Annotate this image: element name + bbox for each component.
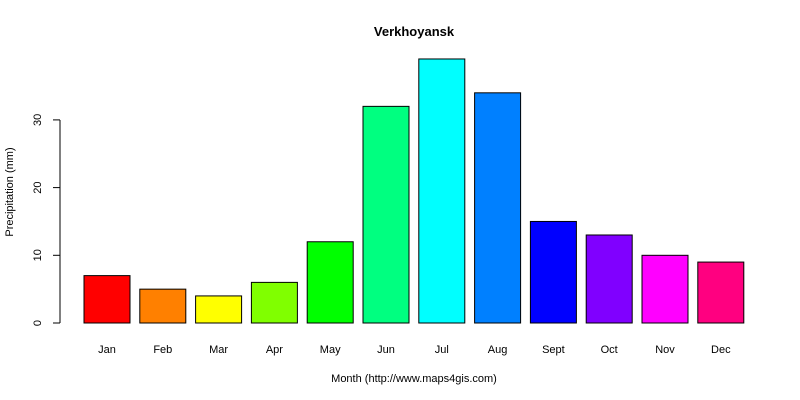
y-tick-label: 20: [32, 181, 44, 193]
bar-jan: [83, 275, 131, 324]
bar-sept: [529, 220, 577, 324]
x-tick-label: Jul: [435, 344, 449, 356]
x-axis-label: Month (http://www.maps4gis.com): [331, 373, 497, 385]
bar-dec: [697, 261, 745, 324]
x-axis-tick-labels: Jan Feb Mar Apr May Jun Jul Aug Sept Oct Nov Dec: [98, 344, 731, 356]
bar-aug: [474, 92, 522, 324]
bar-may: [306, 241, 354, 324]
y-axis-label: Precipitation (mm): [4, 147, 16, 236]
bars: [83, 58, 745, 324]
x-tick-label: May: [320, 344, 341, 356]
x-tick-label: Jan: [98, 344, 116, 356]
x-tick-label: Feb: [153, 344, 172, 356]
x-tick-label: Nov: [655, 344, 675, 356]
y-axis-ticks: 0 10 20 30: [32, 114, 60, 326]
x-tick-label: Jun: [377, 344, 395, 356]
chart-title: Verkhoyansk: [374, 24, 455, 39]
x-tick-label: Mar: [209, 344, 228, 356]
bar-nov: [641, 254, 689, 324]
bar-feb: [139, 288, 187, 324]
bar-apr: [250, 281, 298, 324]
bar-jun: [362, 105, 410, 324]
x-tick-label: Oct: [601, 344, 618, 356]
x-tick-label: Aug: [488, 344, 508, 356]
y-tick-label: 30: [32, 114, 44, 126]
bar-oct: [585, 234, 633, 324]
y-tick-label: 10: [32, 249, 44, 261]
bar-jul: [418, 58, 466, 324]
x-tick-label: Apr: [266, 344, 283, 356]
x-tick-label: Sept: [542, 344, 565, 356]
bar-mar: [195, 295, 243, 324]
x-tick-label: Dec: [711, 344, 731, 356]
y-tick-label: 0: [32, 320, 44, 326]
